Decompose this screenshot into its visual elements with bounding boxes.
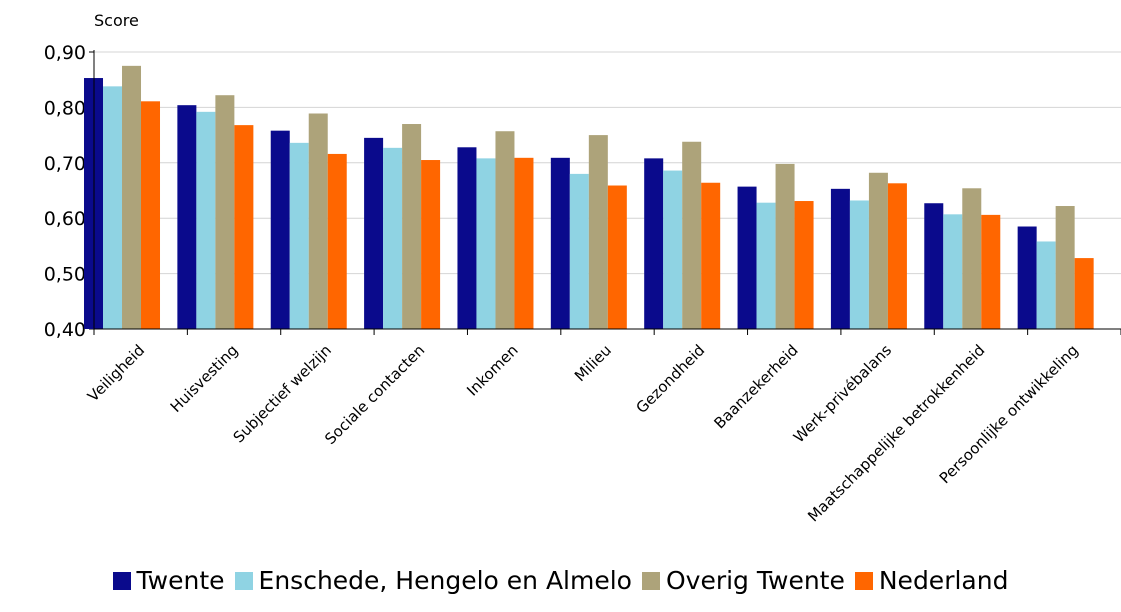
x-tick-label: Huisvesting bbox=[167, 341, 242, 416]
legend-swatch bbox=[641, 572, 660, 590]
legend-item: Nederland bbox=[854, 566, 1009, 595]
bar bbox=[943, 214, 963, 329]
bar bbox=[981, 214, 1001, 329]
bar bbox=[887, 183, 907, 329]
y-tick-label: 0,80 bbox=[44, 97, 86, 119]
bar bbox=[308, 113, 328, 329]
bar bbox=[830, 188, 850, 329]
bar bbox=[644, 158, 664, 329]
legend-label: Overig Twente bbox=[665, 566, 845, 595]
y-axis-label: Score bbox=[94, 11, 139, 30]
legend-item: Twente bbox=[112, 566, 225, 595]
bar bbox=[775, 163, 795, 329]
bar bbox=[607, 185, 627, 329]
x-tick-label: Subjectief welzijn bbox=[230, 341, 335, 446]
bar bbox=[215, 95, 235, 329]
legend-swatch bbox=[234, 572, 253, 590]
bar bbox=[383, 147, 403, 329]
bar bbox=[682, 141, 702, 329]
x-tick-label: Werk-privébalans bbox=[790, 341, 895, 446]
x-tick-label: Veiligheid bbox=[84, 341, 148, 405]
bar-chart-svg: 0,40 0,50 0,60 0,70 0,80 0,90 Score Veiligheid H… bbox=[44, 11, 1121, 525]
y-tick-label: 0,50 bbox=[44, 264, 86, 286]
bar bbox=[1017, 226, 1037, 329]
bar bbox=[234, 125, 254, 330]
bar bbox=[289, 142, 309, 329]
legend-item: Overig Twente bbox=[641, 566, 845, 595]
legend-label: Nederland bbox=[878, 566, 1009, 595]
bar bbox=[550, 157, 570, 329]
legend-label: Enschede, Hengelo en Almelo bbox=[258, 566, 632, 595]
legend: Twente Enschede, Hengelo en Almelo Overig … bbox=[0, 566, 1121, 595]
x-tick-label: Baanzekerheid bbox=[711, 341, 802, 432]
bar bbox=[402, 124, 422, 330]
bar bbox=[270, 130, 290, 329]
x-tick-label: Inkomen bbox=[463, 341, 521, 399]
bar bbox=[1036, 241, 1056, 329]
bar bbox=[1055, 206, 1075, 329]
legend-swatch bbox=[112, 572, 131, 590]
bar bbox=[495, 131, 515, 329]
bar bbox=[701, 182, 721, 329]
x-tick-label: Maatschappelijke betrokkenheid bbox=[804, 341, 988, 525]
y-tick-label: 0,60 bbox=[44, 208, 86, 230]
bar bbox=[1074, 258, 1094, 329]
x-tick-label: Gezondheid bbox=[632, 341, 708, 417]
x-tick-label: Sociale contacten bbox=[321, 341, 428, 448]
bar bbox=[737, 186, 757, 329]
bar bbox=[141, 101, 161, 329]
legend-label: Twente bbox=[136, 566, 225, 595]
bar bbox=[569, 173, 589, 329]
legend-swatch bbox=[854, 572, 873, 590]
x-tick-label: Milieu bbox=[571, 341, 615, 385]
bar bbox=[868, 172, 888, 329]
bar bbox=[196, 111, 216, 329]
bar bbox=[421, 160, 441, 329]
bar bbox=[364, 137, 384, 329]
bar bbox=[177, 105, 197, 330]
bar bbox=[756, 202, 776, 329]
bar bbox=[588, 135, 608, 329]
bar bbox=[663, 170, 683, 329]
bar bbox=[849, 200, 869, 329]
y-tick-label: 0,90 bbox=[44, 42, 86, 64]
y-tick-label: 0,40 bbox=[44, 319, 86, 341]
legend-item: Enschede, Hengelo en Almelo bbox=[234, 566, 632, 595]
bar bbox=[962, 188, 982, 329]
bar bbox=[476, 158, 496, 329]
bar bbox=[327, 153, 347, 329]
bar bbox=[122, 65, 142, 329]
bar bbox=[103, 86, 123, 330]
bar bbox=[457, 147, 477, 329]
y-tick-label: 0,70 bbox=[44, 153, 86, 175]
bar bbox=[794, 201, 814, 329]
bar bbox=[514, 157, 534, 329]
bar bbox=[924, 203, 944, 329]
